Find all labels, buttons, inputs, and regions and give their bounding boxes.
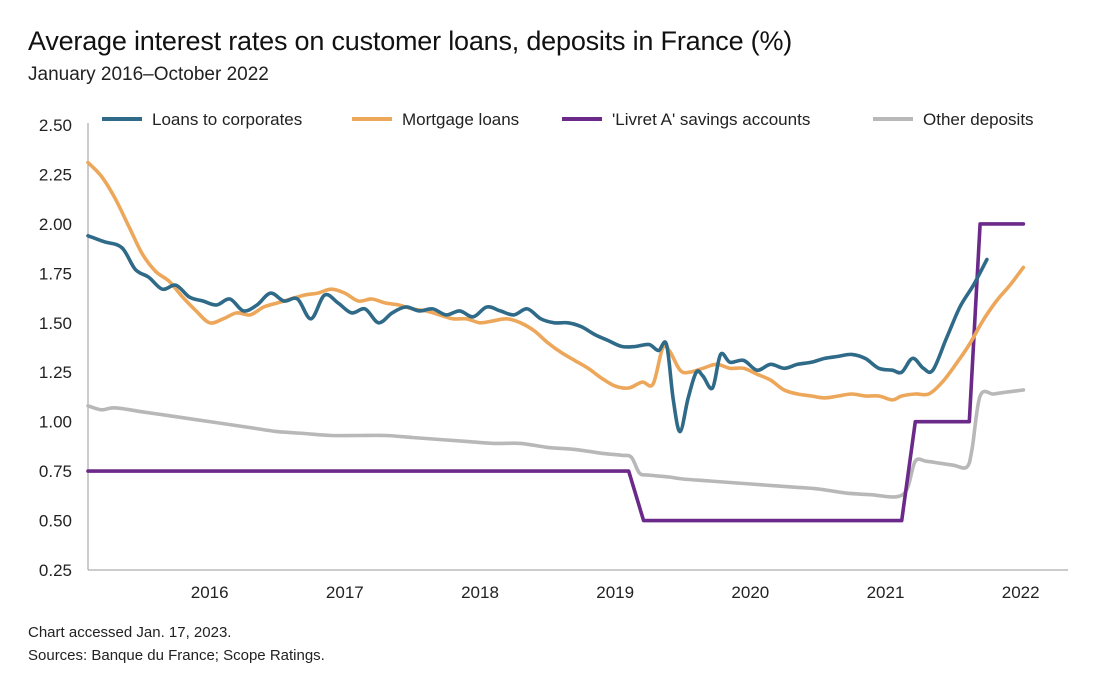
y-tick-label: 2.50 — [39, 116, 72, 135]
series-line — [86, 388, 1026, 499]
series-lines — [86, 160, 1026, 523]
series-line — [86, 222, 1026, 523]
x-tick-label: 2017 — [326, 583, 364, 602]
y-tick-label: 0.75 — [39, 462, 72, 481]
series-line — [86, 160, 1026, 402]
x-tick-label: 2019 — [596, 583, 634, 602]
legend-label: Other deposits — [923, 110, 1034, 129]
x-tick-label: 2016 — [191, 583, 229, 602]
y-tick-label: 0.50 — [39, 512, 72, 531]
y-tick-label: 1.75 — [39, 264, 72, 283]
chart-legend: Loans to corporates Mortgage loans 'Livret… — [102, 110, 1034, 129]
y-tick-label: 2.25 — [39, 165, 72, 184]
chart-title: Average interest rates on customer loans… — [28, 26, 793, 56]
y-tick-label: 0.25 — [39, 561, 72, 580]
y-axis-tick-labels: 0.25 0.50 0.75 1.00 1.25 1.50 1.75 2.00 2.25 2.50 — [39, 116, 72, 580]
x-tick-label: 2018 — [461, 583, 499, 602]
series-line — [86, 234, 989, 434]
legend-label: 'Livret A' savings accounts — [612, 110, 810, 129]
y-tick-label: 2.00 — [39, 215, 72, 234]
y-tick-label: 1.00 — [39, 413, 72, 432]
chart-accessed-note: Chart accessed Jan. 17, 2023. — [28, 624, 232, 641]
x-axis-tick-labels: 2016 2017 2018 2019 2020 2021 2022 — [191, 583, 1040, 602]
x-tick-label: 2022 — [1002, 583, 1040, 602]
legend-label: Mortgage loans — [402, 110, 519, 129]
x-tick-label: 2020 — [731, 583, 769, 602]
x-tick-label: 2021 — [867, 583, 905, 602]
legend-label: Loans to corporates — [152, 110, 302, 129]
chart-subtitle: January 2016–October 2022 — [28, 64, 269, 85]
chart-sources-note: Sources: Banque du France; Scope Ratings… — [28, 647, 325, 664]
chart-axes — [87, 123, 1068, 571]
y-tick-label: 1.50 — [39, 314, 72, 333]
y-tick-label: 1.25 — [39, 363, 72, 382]
